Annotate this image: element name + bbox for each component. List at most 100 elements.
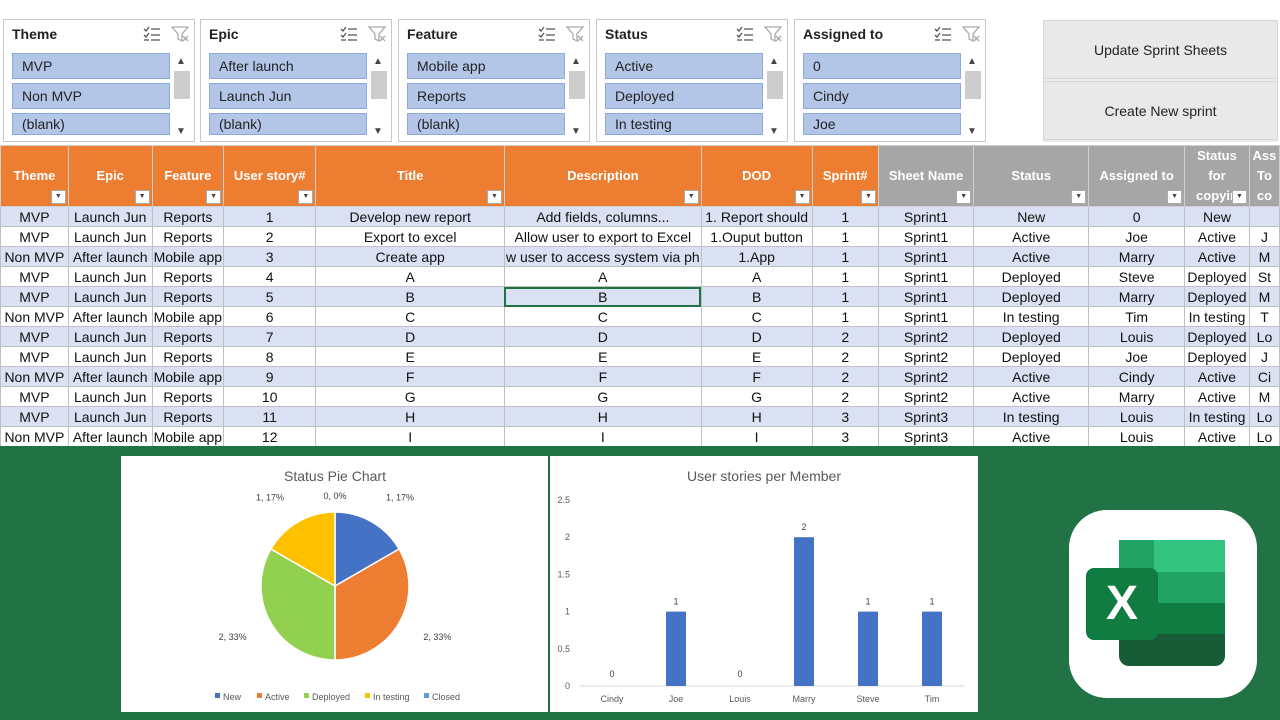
table-cell[interactable]: MVP [0, 346, 69, 367]
slicer-scrollbar[interactable]: ▲ ▼ [567, 53, 585, 137]
table-cell[interactable]: Deployed [973, 286, 1090, 307]
column-header[interactable]: DOD ▼ [700, 145, 813, 207]
table-cell[interactable]: 2 [223, 226, 317, 247]
table-cell[interactable]: Launch Jun [67, 326, 153, 347]
user-stories-bar-chart[interactable]: User stories per Member 0 0.5 1 1.5 2 2.5 0 Cind… [550, 456, 978, 712]
slicer-epic[interactable]: Epic After launch Launch Jun (blank) ▲ ▼ [200, 19, 392, 142]
table-cell[interactable]: w user to access system via ph [503, 246, 702, 267]
table-cell[interactable]: 5 [223, 286, 317, 307]
column-header[interactable]: Epic ▼ [67, 145, 153, 207]
table-cell[interactable]: New [1184, 206, 1250, 227]
table-cell[interactable]: D [503, 326, 702, 347]
multi-select-icon[interactable] [735, 24, 755, 44]
table-cell[interactable]: Active [1184, 246, 1250, 267]
table-cell[interactable]: Reports [151, 326, 225, 347]
slicer-item[interactable]: Joe [803, 113, 961, 135]
slicer-item[interactable]: (blank) [209, 113, 367, 135]
slicer-item[interactable]: 0 [803, 53, 961, 79]
table-cell[interactable]: Active [1184, 386, 1250, 407]
table-cell[interactable]: 1 [223, 206, 317, 227]
table-cell[interactable]: New [973, 206, 1090, 227]
table-cell[interactable]: Tim [1088, 306, 1186, 327]
clear-filter-icon[interactable] [170, 24, 190, 44]
table-cell[interactable]: A [315, 266, 505, 287]
pie-slice-deployed[interactable] [260, 547, 336, 661]
table-cell[interactable]: Active [973, 246, 1090, 267]
column-header[interactable]: Assigned to ▼ [1088, 145, 1186, 207]
slicer-item[interactable]: In testing [605, 113, 763, 135]
table-cell[interactable]: T [1248, 306, 1280, 327]
table-cell[interactable]: Deployed [973, 326, 1090, 347]
table-cell[interactable]: Create app [315, 246, 505, 267]
table-cell[interactable]: Louis [1088, 406, 1186, 427]
table-cell[interactable]: Deployed [1184, 346, 1250, 367]
table-cell[interactable]: Sprint2 [877, 386, 975, 407]
scroll-up-icon[interactable]: ▲ [176, 56, 186, 67]
slicer-theme[interactable]: Theme MVP Non MVP (blank) ▲ ▼ [3, 19, 195, 142]
table-cell[interactable]: M [1248, 286, 1280, 307]
scroll-down-icon[interactable]: ▼ [373, 126, 383, 137]
table-cell[interactable]: After launch [67, 426, 153, 446]
table-cell[interactable]: F [503, 366, 702, 387]
table-cell[interactable]: 11 [223, 406, 317, 427]
table-cell[interactable]: C [503, 306, 702, 327]
table-cell[interactable]: 1.Ouput button [700, 226, 813, 247]
table-cell[interactable] [1248, 206, 1280, 227]
slicer-scrollbar[interactable]: ▲ ▼ [963, 53, 981, 137]
pie-slice-active[interactable] [334, 547, 410, 661]
slicer-item[interactable]: Deployed [605, 83, 763, 109]
table-cell[interactable]: Deployed [1184, 326, 1250, 347]
filter-dropdown-icon[interactable]: ▼ [956, 190, 972, 204]
filter-dropdown-icon[interactable]: ▼ [1231, 190, 1247, 204]
slicer-item[interactable]: (blank) [12, 113, 170, 135]
table-cell[interactable]: Mobile app [151, 246, 225, 267]
table-cell[interactable]: MVP [0, 226, 69, 247]
slicer-item[interactable]: Cindy [803, 83, 961, 109]
table-cell[interactable]: Export to excel [315, 226, 505, 247]
scroll-down-icon[interactable]: ▼ [571, 126, 581, 137]
table-cell[interactable]: H [503, 406, 702, 427]
filter-dropdown-icon[interactable]: ▼ [298, 190, 314, 204]
table-cell[interactable]: I [315, 426, 505, 446]
table-cell[interactable]: 0 [1088, 206, 1186, 227]
table-cell[interactable]: Lo [1248, 326, 1280, 347]
table-cell[interactable]: Sprint1 [877, 206, 975, 227]
pie-slice-in-testing[interactable] [269, 511, 336, 588]
column-header[interactable]: Feature ▼ [151, 145, 225, 207]
table-cell[interactable]: G [315, 386, 505, 407]
table-cell[interactable]: Mobile app [151, 306, 225, 327]
table-cell[interactable]: Deployed [973, 266, 1090, 287]
table-cell[interactable]: J [1248, 226, 1280, 247]
table-cell[interactable]: 12 [223, 426, 317, 446]
table-cell[interactable]: Deployed [1184, 266, 1250, 287]
table-cell[interactable]: Reports [151, 406, 225, 427]
column-header[interactable]: Description ▼ [503, 145, 702, 207]
table-cell[interactable]: 1 [811, 266, 879, 287]
table-cell[interactable]: Sprint3 [877, 426, 975, 446]
table-cell[interactable]: M [1248, 246, 1280, 267]
table-cell[interactable]: Non MVP [0, 306, 69, 327]
column-header[interactable]: User story# ▼ [223, 145, 317, 207]
clear-filter-icon[interactable] [763, 24, 783, 44]
table-cell[interactable]: B [700, 286, 813, 307]
table-cell[interactable]: MVP [0, 286, 69, 307]
table-cell[interactable]: C [700, 306, 813, 327]
table-cell[interactable]: G [700, 386, 813, 407]
scroll-thumb[interactable] [174, 71, 190, 99]
clear-filter-icon[interactable] [367, 24, 387, 44]
table-cell[interactable]: Active [1184, 226, 1250, 247]
table-cell[interactable]: Cindy [1088, 366, 1186, 387]
table-cell[interactable]: 9 [223, 366, 317, 387]
table-cell[interactable]: I [700, 426, 813, 446]
table-cell[interactable]: 4 [223, 266, 317, 287]
table-cell[interactable]: F [700, 366, 813, 387]
slicer-status[interactable]: Status Active Deployed In testing ▲ ▼ [596, 19, 788, 142]
multi-select-icon[interactable] [537, 24, 557, 44]
table-cell[interactable]: Reports [151, 266, 225, 287]
table-cell[interactable]: Active [973, 386, 1090, 407]
table-cell[interactable]: Marry [1088, 286, 1186, 307]
table-cell[interactable]: Reports [151, 226, 225, 247]
slicer-item[interactable]: MVP [12, 53, 170, 79]
table-cell[interactable]: In testing [973, 306, 1090, 327]
pie-slice-new[interactable] [334, 511, 401, 588]
